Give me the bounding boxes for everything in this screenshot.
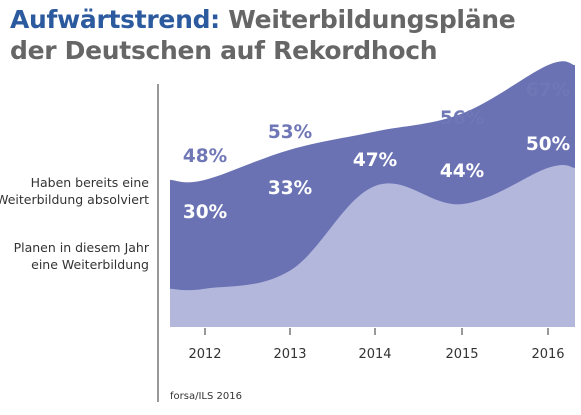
value-label-completed-2016: 67% — [526, 80, 570, 101]
x-axis-ticks: 2012 2013 2014 2015 2016 — [188, 328, 565, 362]
series-label-planned: Planen in diesem Jahr eine Weiterbildung — [0, 239, 149, 273]
value-label-completed-2015: 56% — [440, 108, 484, 129]
x-tick-label-2016: 2016 — [531, 347, 564, 362]
value-label-planned-2016: 50% — [526, 134, 570, 155]
series-label-planned-line1: Planen in diesem Jahr — [13, 240, 149, 255]
source-note: forsa/ILS 2016 — [170, 391, 242, 402]
x-tick-label-2014: 2014 — [358, 347, 391, 362]
title-accent: Aufwärtstrend: — [10, 5, 220, 34]
value-label-planned-2014: 47% — [353, 150, 397, 171]
chart-title: Aufwärtstrend: Weiterbildungspläne der D… — [10, 4, 516, 66]
title-line2: der Deutschen auf Rekordhoch — [10, 36, 438, 65]
area-series-planned — [170, 164, 575, 327]
value-label-completed-2012: 48% — [183, 146, 227, 167]
x-tick-label-2012: 2012 — [188, 347, 221, 362]
areas-layer — [170, 61, 575, 327]
x-tick-label-2013: 2013 — [273, 347, 306, 362]
series-label-completed: Haben bereits eine Weiterbildung absolvi… — [0, 174, 149, 208]
title-rest-line1: Weiterbildungspläne — [228, 5, 516, 34]
series-label-completed-line1: Haben bereits eine — [30, 175, 149, 190]
value-label-completed-2013: 53% — [268, 122, 312, 143]
x-tick-label-2015: 2015 — [445, 347, 478, 362]
value-label-planned-2013: 33% — [268, 178, 312, 199]
value-label-planned-2015: 44% — [440, 161, 484, 182]
series-label-planned-line2: eine Weiterbildung — [31, 257, 149, 272]
series-label-completed-line2: Weiterbildung absolviert — [0, 192, 149, 207]
value-label-planned-2012: 30% — [183, 202, 227, 223]
value-labels: 48% 53% 56% 67% 30% 33% 47% 44% 50% — [183, 80, 570, 223]
